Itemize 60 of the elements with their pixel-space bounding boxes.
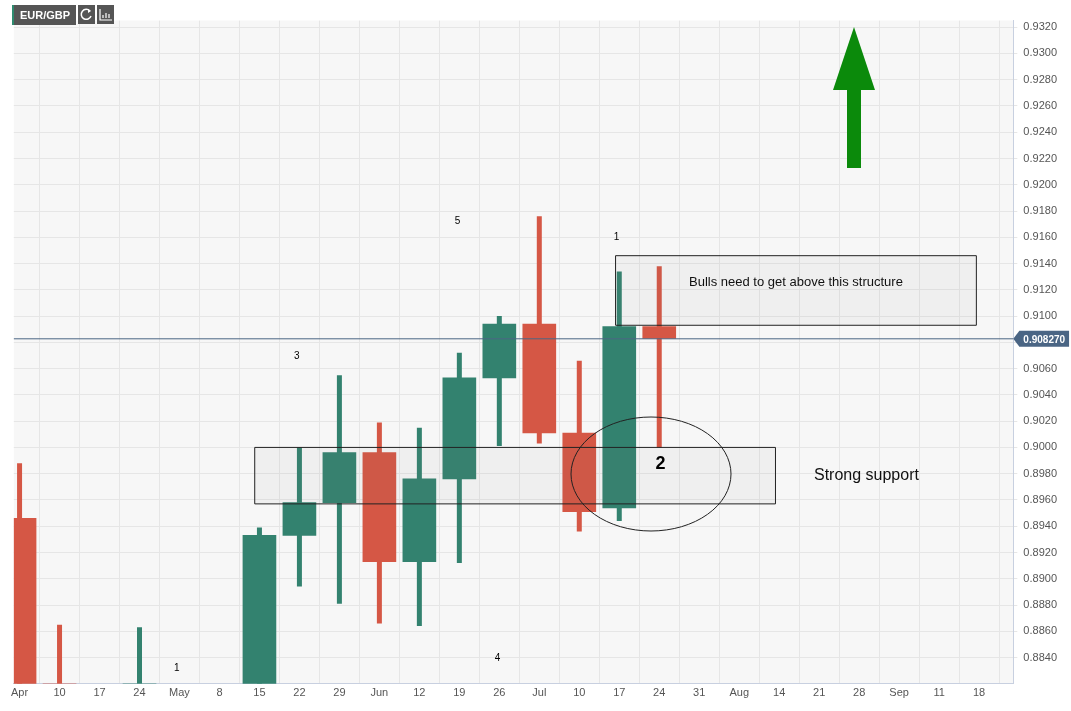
- x-tick-label: Jul: [532, 686, 547, 699]
- x-tick-label: 18: [972, 686, 986, 699]
- y-tick-label: 0.9320: [1023, 20, 1058, 33]
- x-tick-label: 24: [133, 686, 146, 699]
- x-tick-label: 29: [333, 686, 346, 699]
- y-tick-label: 0.9060: [1023, 361, 1058, 374]
- y-tick-label: 0.9260: [1023, 98, 1058, 111]
- x-tick-label: 10: [53, 686, 66, 699]
- y-tick-label: 0.8900: [1023, 571, 1058, 584]
- y-tick-label: 0.9120: [1023, 282, 1058, 295]
- y-tick-label: 0.9140: [1023, 256, 1058, 269]
- y-tick-label: 0.9020: [1023, 414, 1058, 427]
- annotation: 4: [494, 652, 501, 664]
- band-label: Bulls need to get above this structure: [689, 273, 903, 289]
- y-tick-label: 0.8920: [1023, 545, 1058, 558]
- y-tick-label: 0.9280: [1023, 72, 1058, 85]
- y-tick-label: 0.9180: [1023, 204, 1058, 217]
- x-tick-label: 26: [493, 686, 506, 699]
- annotation: 3: [293, 349, 300, 361]
- y-tick-label: 0.9240: [1023, 125, 1058, 138]
- candlestick: [642, 266, 677, 448]
- x-tick-label: 8: [216, 686, 223, 699]
- y-tick-label: 0.9160: [1023, 230, 1058, 243]
- y-tick-label: 0.9040: [1023, 387, 1058, 400]
- y-tick-label: 0.8940: [1023, 519, 1058, 532]
- x-tick-label: 12: [413, 686, 426, 699]
- x-tick-label: Jun: [370, 686, 389, 699]
- y-tick-label: 0.9000: [1023, 440, 1058, 453]
- x-tick-label: 19: [453, 686, 466, 699]
- x-tick-label: Apr: [11, 686, 29, 699]
- annotation: 2: [655, 453, 666, 474]
- y-tick-label: 0.9300: [1023, 46, 1058, 59]
- y-tick-label: 0.8860: [1023, 624, 1058, 637]
- x-tick-label: 14: [773, 686, 786, 699]
- band-label: Strong support: [813, 466, 920, 484]
- y-tick-label: 0.9100: [1023, 309, 1058, 322]
- x-tick-label: Sep: [889, 686, 909, 699]
- y-tick-label: 0.8840: [1023, 650, 1058, 663]
- y-tick-label: 0.8980: [1023, 466, 1058, 479]
- x-tick-label: 11: [933, 686, 945, 699]
- x-tick-label: 22: [293, 686, 306, 699]
- x-tick-label: 21: [813, 686, 826, 699]
- x-tick-label: 24: [653, 686, 666, 699]
- x-tick-label: 31: [693, 686, 706, 699]
- x-tick-label: 17: [613, 686, 626, 699]
- annotation: 1: [173, 662, 180, 674]
- y-tick-label: 0.8960: [1023, 492, 1058, 505]
- x-tick-label: 15: [253, 686, 266, 699]
- annotation: 5: [454, 214, 461, 226]
- y-tick-label: 0.8880: [1023, 598, 1058, 611]
- x-tick-label: May: [169, 686, 191, 699]
- ref-line-label: 0.908270: [1023, 333, 1066, 345]
- x-tick-label: 10: [573, 686, 586, 699]
- chart-title: EUR/GBP: [12, 5, 77, 25]
- x-tick-label: 28: [853, 686, 866, 699]
- x-tick-label: Aug: [729, 686, 749, 699]
- y-tick-label: 0.9220: [1023, 151, 1058, 164]
- x-tick-label: 17: [93, 686, 106, 699]
- y-tick-label: 0.9200: [1023, 177, 1058, 190]
- annotation: 1: [613, 231, 620, 243]
